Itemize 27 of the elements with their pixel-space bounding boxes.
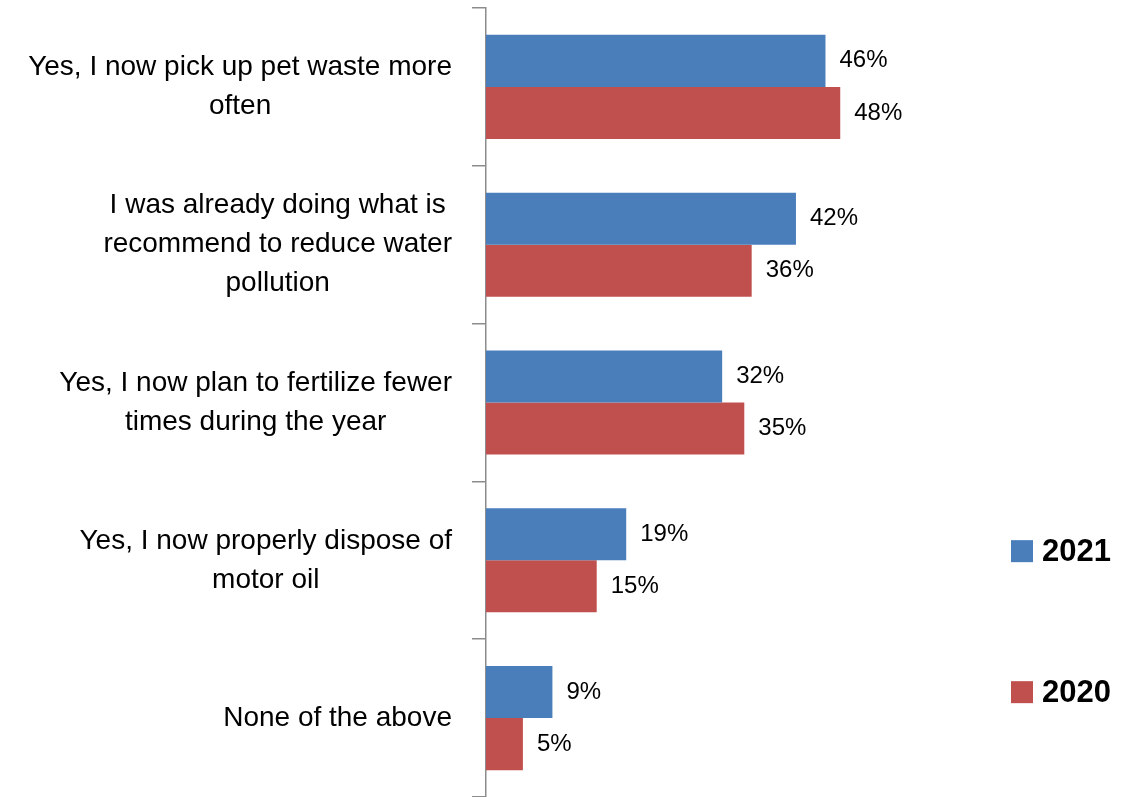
data-label: 42% bbox=[809, 203, 859, 231]
y-tick-label: None of the above bbox=[223, 700, 452, 732]
bar bbox=[486, 560, 597, 613]
y-tick-label: Yes, I now pick up pet waste more often bbox=[28, 50, 452, 121]
data-label: 35% bbox=[758, 413, 807, 441]
data-label: 5% bbox=[536, 728, 572, 756]
data-label: 19% bbox=[640, 518, 689, 546]
data-label: 36% bbox=[765, 255, 814, 283]
y-tick-label: Yes, I now properly dispose of motor oil bbox=[79, 523, 453, 594]
bar bbox=[486, 86, 841, 139]
data-label: 9% bbox=[566, 676, 602, 704]
bar bbox=[486, 718, 523, 771]
data-label: 48% bbox=[854, 97, 903, 125]
bar bbox=[486, 34, 826, 87]
bar bbox=[486, 350, 723, 403]
legend-label: 2020 bbox=[1042, 673, 1111, 709]
bar bbox=[486, 508, 627, 561]
bar bbox=[486, 192, 796, 245]
legend-label: 2021 bbox=[1042, 532, 1111, 568]
bar bbox=[486, 402, 745, 455]
data-label: 46% bbox=[839, 45, 888, 73]
bar bbox=[486, 244, 752, 297]
y-tick-label: I was already doing what is recommend to reduce water pollution bbox=[103, 188, 452, 298]
data-label: 15% bbox=[610, 570, 659, 598]
bar bbox=[486, 666, 553, 719]
y-tick-label: Yes, I now plan to fertilize fewer times during the year bbox=[59, 365, 452, 436]
data-label: 32% bbox=[736, 361, 785, 389]
